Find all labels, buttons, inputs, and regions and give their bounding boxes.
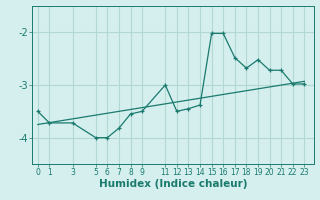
X-axis label: Humidex (Indice chaleur): Humidex (Indice chaleur) [99, 179, 247, 189]
